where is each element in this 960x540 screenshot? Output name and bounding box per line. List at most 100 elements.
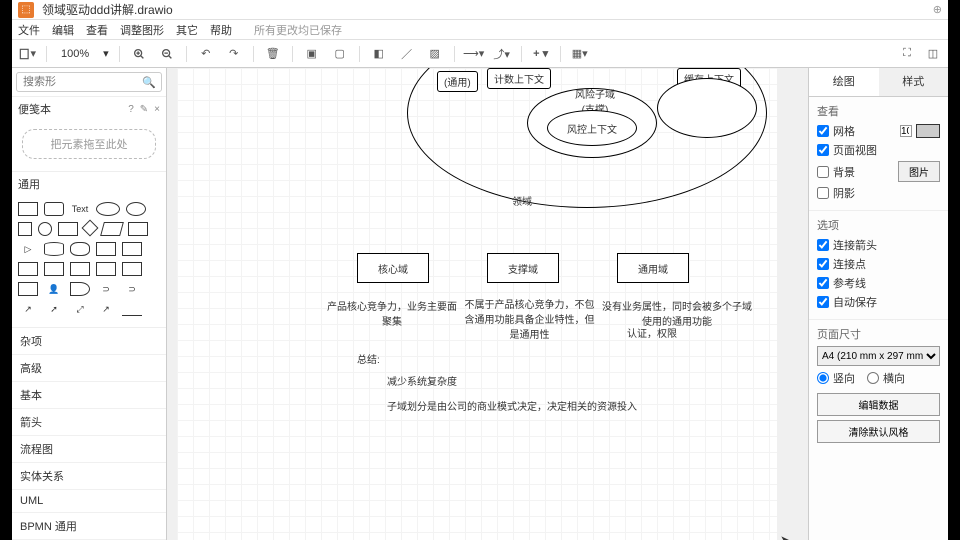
menu-edit[interactable]: 编辑 <box>52 22 74 38</box>
shape-sq[interactable] <box>18 222 32 236</box>
cat-advanced[interactable]: 高级 <box>12 355 166 382</box>
shape-circ[interactable] <box>38 222 52 236</box>
rect-support[interactable]: 支撑域 <box>487 253 559 283</box>
box-context[interactable]: 计数上下文 <box>487 68 551 89</box>
close-icon[interactable]: × <box>154 104 160 115</box>
shape-cloud[interactable] <box>70 242 90 256</box>
shape-step[interactable] <box>18 262 38 276</box>
orient-v[interactable] <box>817 372 829 384</box>
chk-arrow[interactable] <box>817 239 829 251</box>
shape-ellipse[interactable] <box>96 202 120 216</box>
undo-icon[interactable]: ↶ <box>197 45 215 63</box>
menu-extras[interactable]: 其它 <box>176 22 198 38</box>
fill-icon[interactable]: ◧ <box>370 45 388 63</box>
add-icon[interactable]: + ▾ <box>532 45 550 63</box>
delete-icon[interactable]: 🗑 <box>264 45 282 63</box>
btn-edit-data[interactable]: 编辑数据 <box>817 393 940 416</box>
btn-image[interactable]: 图片 <box>898 161 940 182</box>
grid-size[interactable] <box>900 125 912 137</box>
shape-data[interactable]: ⊃ <box>122 282 142 296</box>
connection-icon[interactable]: ⟶▾ <box>465 45 483 63</box>
shape-arrow4[interactable]: ↗ <box>96 302 116 316</box>
chk-guide[interactable] <box>817 277 829 289</box>
chk-pageview[interactable] <box>817 144 829 156</box>
canvas-area[interactable]: (通用) 计数上下文 缓存上下文 风险子域 (支撑) 风控上下文 领域 核心域 … <box>167 68 808 540</box>
shape-rect[interactable] <box>18 202 38 216</box>
shape-hex[interactable] <box>128 222 148 236</box>
shadow-icon[interactable]: ▨ <box>426 45 444 63</box>
page-size-select[interactable]: A4 (210 mm x 297 mm) <box>817 346 940 366</box>
cat-bpmn[interactable]: BPMN 通用 <box>12 513 166 540</box>
shape-arrow1[interactable]: ↗ <box>18 302 38 316</box>
tab-style[interactable]: 样式 <box>879 68 949 96</box>
waypoint-icon[interactable]: ⤴▾ <box>493 45 511 63</box>
shape-ellipse2[interactable] <box>126 202 146 216</box>
cat-uml[interactable]: UML <box>12 490 166 513</box>
shape-parall[interactable] <box>100 222 124 236</box>
orient-h[interactable] <box>867 372 879 384</box>
ell-side[interactable] <box>657 78 757 138</box>
shape-arrow3[interactable]: ⤢ <box>70 302 90 316</box>
globe-icon[interactable]: ⊕ <box>933 3 942 16</box>
menu-view[interactable]: 查看 <box>86 22 108 38</box>
rect-generic[interactable]: 通用域 <box>617 253 689 283</box>
cat-flow[interactable]: 流程图 <box>12 436 166 463</box>
table-icon[interactable]: ▦▾ <box>571 45 589 63</box>
cat-basic[interactable]: 基本 <box>12 382 166 409</box>
menu-arrange[interactable]: 调整图形 <box>120 22 164 38</box>
shape-roundrect[interactable] <box>44 202 64 216</box>
shape-line1[interactable] <box>122 302 142 316</box>
line-icon[interactable]: ／ <box>398 45 416 63</box>
chk-autosave[interactable] <box>817 296 829 308</box>
shape-tri[interactable]: ▷ <box>18 242 38 256</box>
shape-call[interactable] <box>18 282 38 296</box>
chk-shadow[interactable] <box>817 187 829 199</box>
canvas-page[interactable]: (通用) 计数上下文 缓存上下文 风险子域 (支撑) 风控上下文 领域 核心域 … <box>177 68 777 540</box>
chk-bg[interactable] <box>817 166 829 178</box>
scratchpad-header[interactable]: 便笺本 ?✎× <box>12 96 166 121</box>
shape-diamond[interactable] <box>82 220 99 237</box>
shape-card[interactable] <box>122 262 142 276</box>
sec-view-title: 查看 <box>817 103 940 119</box>
tab-draw[interactable]: 绘图 <box>809 68 879 96</box>
page-icon[interactable]: ▾ <box>18 45 36 63</box>
shape-tape[interactable] <box>70 262 90 276</box>
shape-process[interactable] <box>58 222 78 236</box>
btn-reset-style[interactable]: 清除默认风格 <box>817 420 940 443</box>
menu-file[interactable]: 文件 <box>18 22 40 38</box>
shape-arrow2[interactable]: ➚ <box>44 302 64 316</box>
zoom-out-icon[interactable] <box>158 45 176 63</box>
zoom-level[interactable]: 100% <box>57 46 93 62</box>
cat-er[interactable]: 实体关系 <box>12 463 166 490</box>
shape-actor[interactable]: 👤 <box>44 282 64 296</box>
format-icon[interactable]: ◫ <box>924 45 942 63</box>
shape-note[interactable] <box>96 262 116 276</box>
shape-text[interactable]: Text <box>70 202 90 216</box>
shape-doc[interactable] <box>96 242 116 256</box>
shape-and[interactable]: ⊃ <box>96 282 116 296</box>
fullscreen-icon[interactable]: ⛶ <box>898 45 916 63</box>
rect-core[interactable]: 核心域 <box>357 253 429 283</box>
chk-pts[interactable] <box>817 258 829 270</box>
search-input[interactable] <box>16 72 162 92</box>
grid-color[interactable] <box>916 124 940 138</box>
chk-grid[interactable] <box>817 125 829 137</box>
ell-riskctx[interactable]: 风控上下文 <box>547 110 637 146</box>
edit-icon[interactable]: ✎ <box>140 104 148 115</box>
cat-arrows[interactable]: 箭头 <box>12 409 166 436</box>
zoom-in-icon[interactable] <box>130 45 148 63</box>
redo-icon[interactable]: ↷ <box>225 45 243 63</box>
menu-help[interactable]: 帮助 <box>210 22 232 38</box>
tofront-icon[interactable]: ▣ <box>303 45 321 63</box>
scratchpad-drop[interactable]: 把元素拖至此处 <box>22 129 156 159</box>
cat-misc[interactable]: 杂项 <box>12 328 166 355</box>
shape-or[interactable] <box>70 282 90 296</box>
shape-int[interactable] <box>122 242 142 256</box>
box-general[interactable]: (通用) <box>437 71 478 92</box>
shape-trap[interactable] <box>44 262 64 276</box>
search-icon[interactable]: 🔍 <box>142 76 156 89</box>
toback-icon[interactable]: ▢ <box>331 45 349 63</box>
general-header[interactable]: 通用 <box>12 171 166 196</box>
shape-cyl[interactable] <box>44 242 64 256</box>
help-icon[interactable]: ? <box>128 104 134 115</box>
